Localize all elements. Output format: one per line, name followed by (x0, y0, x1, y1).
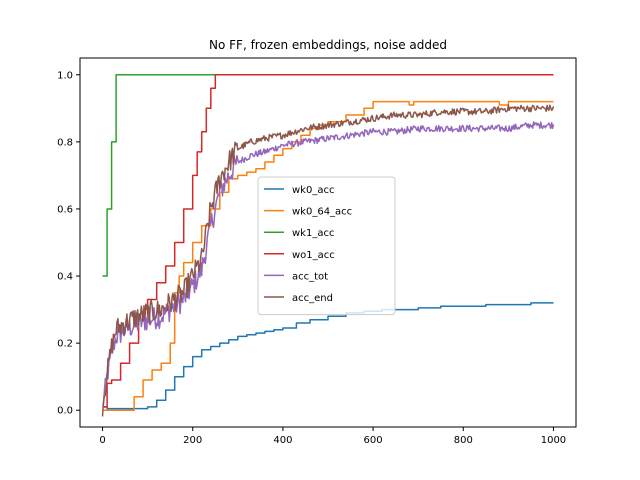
legend-label: wk1_acc (292, 228, 334, 239)
chart-title: No FF, frozen embeddings, noise added (209, 38, 447, 52)
series-line-acc-tot (101, 121, 555, 406)
legend-box (257, 176, 396, 316)
series-layer (101, 74, 555, 417)
series-line-acc-end (101, 104, 555, 417)
y-tick-label: 0.8 (57, 137, 73, 148)
y-tick-label: 1.0 (57, 70, 73, 81)
legend-label: wk0_acc (292, 185, 334, 196)
ticks-layer: 0 200 400 600 800 1000 0.0 0.2 0.4 0.6 0.8 1.0 (57, 70, 566, 446)
y-tick-label: 0.4 (57, 272, 73, 283)
legend: wk0_acc wk0_64_acc wk1_acc wo1_acc acc_totac… (257, 176, 396, 316)
y-tick-label: 0.6 (57, 204, 73, 215)
series-line-wk0-acc (102, 302, 554, 410)
series-line-wo1-acc (102, 74, 554, 408)
x-tick-label: 800 (454, 435, 473, 446)
x-tick-label: 0 (99, 435, 105, 446)
legend-label: acc_tot (292, 271, 328, 282)
x-tick-label: 1000 (541, 435, 566, 446)
series-line-wk0-64-acc (102, 100, 554, 411)
legend-label: acc_end (292, 293, 333, 304)
legend-label: wo1_acc (292, 250, 335, 261)
axes-frame (79, 57, 577, 428)
y-tick-label: 0.2 (57, 339, 73, 350)
x-tick-label: 200 (183, 435, 202, 446)
x-tick-label: 400 (273, 435, 292, 446)
x-tick-label: 600 (364, 435, 383, 446)
y-tick-label: 0.0 (57, 406, 73, 417)
legend-label: wk0_64_acc (292, 207, 352, 218)
